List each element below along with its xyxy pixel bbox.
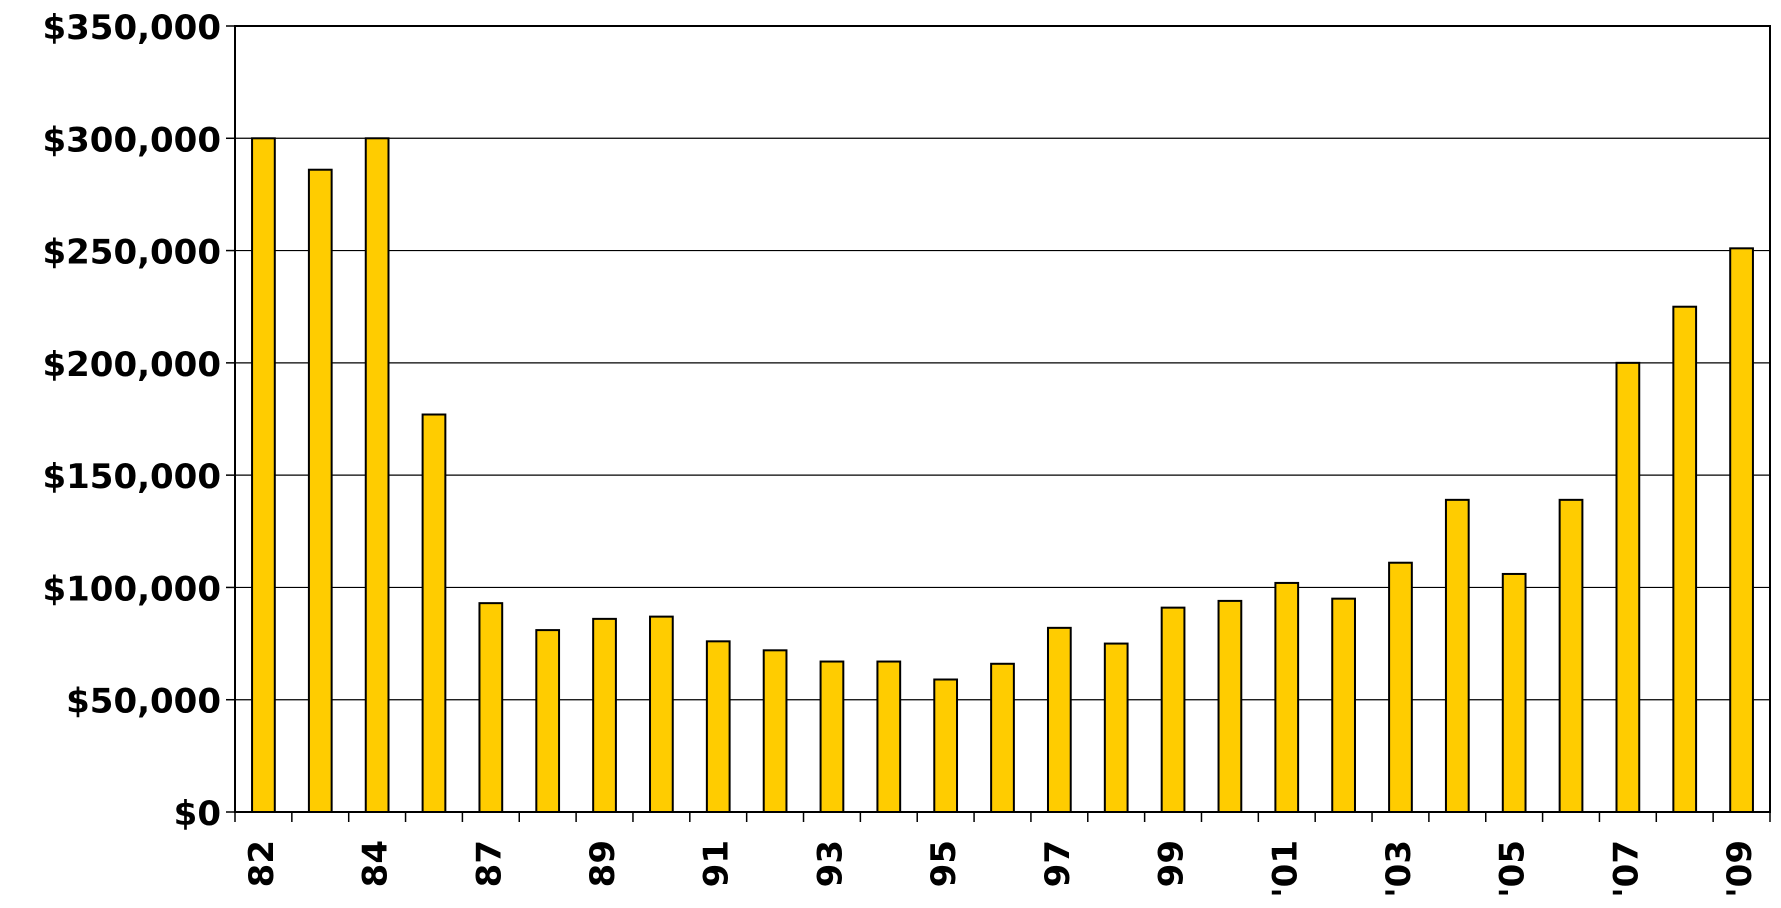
bar [535,629,561,814]
bar [307,168,333,813]
bar [478,602,504,813]
y-tick-label: $350,000 [42,8,221,48]
bar [1331,597,1356,814]
bar [1046,626,1072,814]
y-tick-label: $200,000 [42,345,221,385]
x-tick-label: 93 [810,840,850,887]
bar [1160,606,1186,814]
x-tick-label: '01 [1265,840,1305,898]
x-tick-label: 95 [924,840,964,887]
x-tick-label: 87 [469,840,509,887]
x-tick-label: 82 [242,840,282,887]
bar [364,137,390,814]
axes [226,25,1771,822]
x-tick-labels: 82 84 87 89 91 93 95 97 99 '01 '03 '05 '07 '09 [242,840,1760,898]
bar [1274,581,1300,813]
bars [251,137,1754,814]
x-tick-label: 99 [1152,840,1192,887]
bar [592,617,617,814]
x-tick-label: 84 [356,840,396,887]
y-tick-label: $50,000 [66,682,221,722]
x-tick-label: '03 [1379,840,1419,898]
bar [251,137,276,814]
bar [933,678,959,814]
bar [762,649,788,814]
x-tick-label: '07 [1606,840,1646,898]
y-tick-label: $100,000 [42,569,221,609]
x-tick-label: 97 [1038,840,1078,887]
bar [990,662,1015,813]
bar [876,660,902,814]
bar [1388,561,1413,813]
bar [819,660,845,814]
bar [1103,642,1129,813]
bar [1217,599,1243,813]
x-tick-label: '09 [1720,840,1760,898]
x-tick-label: 89 [583,840,623,887]
y-tick-labels: $0 $50,000 $100,000 $150,000 $200,000 $250,00… [42,8,221,834]
y-tick-label: $300,000 [42,120,221,160]
y-tick-label: $0 [174,794,221,834]
plot-frame [234,25,1771,813]
bar [1558,498,1584,813]
bar [705,640,731,814]
bar [1672,305,1698,813]
x-tick-label: '05 [1493,840,1533,898]
bar [421,413,447,813]
bar [1729,247,1754,813]
y-tick-label: $150,000 [42,457,221,497]
x-tick-label: 91 [697,840,737,887]
bar [1444,498,1470,813]
y-tick-label: $250,000 [42,233,221,273]
bar [649,615,674,813]
gridlines [235,137,1770,701]
bar [1615,361,1641,813]
bar [1501,572,1527,813]
